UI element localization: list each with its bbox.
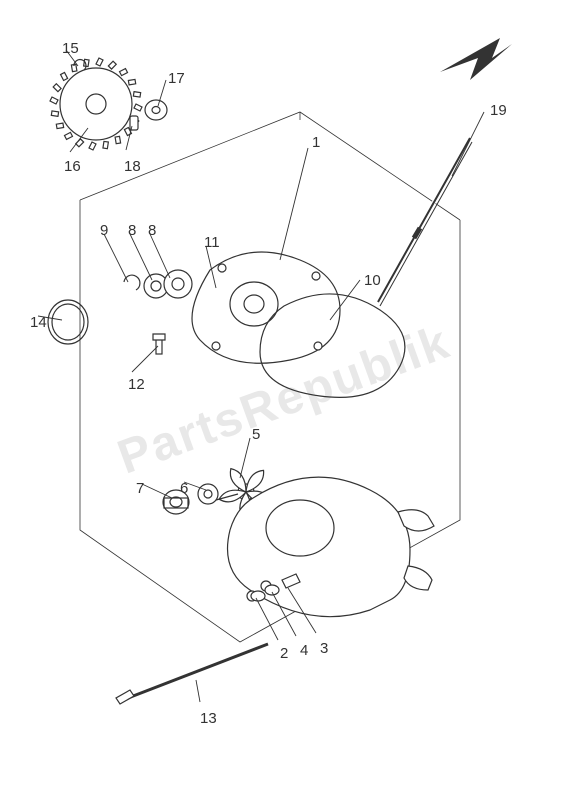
callout-15: 15 bbox=[62, 40, 79, 57]
callout-12: 12 bbox=[128, 376, 145, 393]
callout-14: 14 bbox=[30, 314, 47, 331]
callout-3: 3 bbox=[320, 640, 328, 657]
part-gear bbox=[50, 58, 142, 150]
part-washer-17 bbox=[145, 100, 167, 120]
callout-8: 8 bbox=[128, 222, 136, 239]
diagram-container: PartsRepublik bbox=[0, 0, 568, 799]
callout-7: 7 bbox=[136, 480, 144, 497]
callout-2: 2 bbox=[280, 645, 288, 662]
part-long-bolt-13 bbox=[116, 644, 268, 704]
callout-19: 19 bbox=[490, 102, 507, 119]
part-pump-plate bbox=[192, 252, 340, 363]
callout-13: 13 bbox=[200, 710, 217, 727]
direction-arrow bbox=[440, 38, 512, 80]
callout-11: 11 bbox=[204, 234, 220, 251]
callout-4: 4 bbox=[300, 642, 308, 659]
callout-10: 10 bbox=[364, 272, 381, 289]
callout-16: 16 bbox=[64, 158, 81, 175]
parts-diagram-svg bbox=[0, 0, 568, 799]
callout-6: 6 bbox=[180, 480, 188, 497]
callout-8: 8 bbox=[148, 222, 156, 239]
part-seal-6 bbox=[198, 484, 218, 504]
part-oring-14 bbox=[48, 300, 88, 344]
part-bolt-12 bbox=[153, 334, 165, 354]
part-circlip-9 bbox=[124, 275, 140, 290]
callout-1: 1 bbox=[312, 134, 320, 151]
callout-5: 5 bbox=[252, 426, 260, 443]
callout-18: 18 bbox=[124, 158, 141, 175]
callout-9: 9 bbox=[100, 222, 108, 239]
callout-17: 17 bbox=[168, 70, 185, 87]
